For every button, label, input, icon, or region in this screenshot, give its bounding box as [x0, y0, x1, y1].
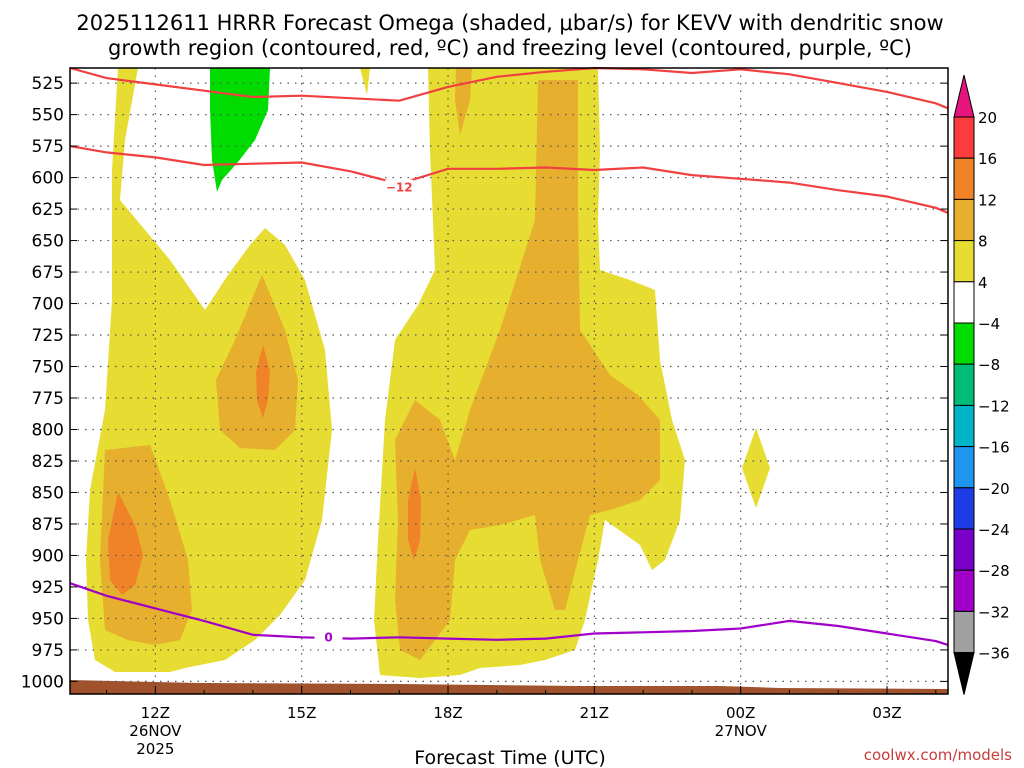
colorbar-label: 8 [978, 233, 988, 251]
colorbar-bottom-arrow [953, 652, 975, 695]
colorbar-label: −20 [978, 480, 1010, 498]
y-tick-label: 550 [32, 106, 64, 126]
x-tick-label: 00Z [726, 704, 755, 722]
colorbar-label: −16 [978, 439, 1010, 457]
y-tick-label: 825 [32, 452, 64, 472]
colorbar-top-arrow [953, 74, 975, 118]
x-tick-label: 03Z [872, 704, 901, 722]
colorbar-band [953, 446, 975, 489]
y-tick-label: 725 [32, 326, 64, 346]
credit-text: coolwx.com/models [864, 746, 1012, 764]
x-tick-label: 15Z [287, 704, 316, 722]
colorbar-label: −24 [978, 521, 1010, 539]
y-tick-label: 675 [32, 263, 64, 283]
x-tick-label: 12Z [141, 704, 170, 722]
colorbar-label: −8 [978, 356, 1000, 374]
colorbar: 20 16 12 8 4 −4 −8 −12 −16 −20 −24 −28 −32 −36 [953, 74, 1010, 695]
x-tick-year: 2025 [136, 740, 174, 758]
colorbar-band [953, 610, 975, 654]
y-tick-label: 900 [32, 546, 64, 566]
colorbar-band [953, 322, 975, 365]
omega-band-8-12 [100, 445, 192, 645]
colorbar-label: −4 [978, 315, 1000, 333]
colorbar-label: 12 [978, 191, 997, 209]
y-tick-label: 600 [32, 169, 64, 189]
colorbar-label: −12 [978, 397, 1010, 415]
colorbar-band [953, 240, 975, 283]
omega-band-12-16 [256, 345, 270, 418]
y-tick-label: 975 [32, 641, 64, 661]
plot-area: −12 0 525 550 575 600 625 650 675 700 725 750 775 80… [21, 66, 949, 758]
colorbar-label: −32 [978, 603, 1010, 621]
y-tick-label: 875 [32, 515, 64, 535]
y-tick-label: 925 [32, 578, 64, 598]
y-tick-label: 950 [32, 609, 64, 629]
y-tick-label: 650 [32, 232, 64, 252]
contour-label-bg [385, 179, 414, 196]
chart-title-line2: growth region (contoured, red, ºC) and f… [108, 36, 912, 60]
x-axis-label: Forecast Time (UTC) [414, 747, 605, 768]
contour-label: 0 [324, 630, 332, 644]
chart-title-line1: 2025112611 HRRR Forecast Omega (shaded, … [76, 11, 943, 35]
omega-band-8-12 [395, 80, 660, 660]
contour-label: −12 [386, 181, 413, 195]
colorbar-label: 20 [978, 109, 997, 127]
colorbar-label: −28 [978, 562, 1010, 580]
y-axis-ticks: 525 550 575 600 625 650 675 700 725 750 775 800 825 8… [21, 74, 948, 692]
y-tick-label: 800 [32, 420, 64, 440]
colorbar-band [953, 404, 975, 448]
colorbar-band [953, 198, 975, 242]
ground-surface [70, 680, 948, 694]
x-tick-date: 26NOV [129, 722, 182, 740]
x-tick-date: 27NOV [715, 722, 768, 740]
contour-freezing-level [69, 582, 949, 646]
y-tick-label: 625 [32, 200, 64, 220]
x-tick-label: 18Z [433, 704, 462, 722]
contour-lines: −12 0 [69, 66, 949, 646]
y-tick-label: 775 [32, 389, 64, 409]
omega-band-12-16 [108, 492, 143, 595]
y-tick-label: 575 [32, 137, 64, 157]
colorbar-band [953, 528, 975, 571]
omega-band-neg4-neg8 [210, 68, 270, 192]
colorbar-label: −36 [978, 645, 1010, 663]
y-tick-label: 750 [32, 358, 64, 378]
colorbar-band [953, 281, 975, 324]
omega-band-8-12 [216, 275, 298, 450]
y-tick-label: 700 [32, 295, 64, 315]
colorbar-band [953, 569, 975, 612]
omega-shading [86, 68, 770, 678]
y-tick-label: 525 [32, 74, 64, 94]
omega-band-4-8 [360, 68, 370, 95]
colorbar-band [953, 363, 975, 406]
colorbar-label: 4 [978, 274, 988, 292]
plot-frame [69, 67, 949, 695]
contour-dgz-bottom [69, 145, 949, 214]
y-tick-label: 1000 [21, 672, 64, 692]
colorbar-label: 16 [978, 150, 997, 168]
x-tick-label: 21Z [580, 704, 609, 722]
omega-band-4-8 [742, 428, 770, 508]
contour-label-bg [314, 629, 343, 646]
y-tick-label: 850 [32, 483, 64, 503]
colorbar-band [953, 487, 975, 530]
colorbar-band [953, 157, 975, 200]
contour-dgz-top [69, 66, 949, 110]
omega-band-12-16 [408, 468, 421, 560]
colorbar-band [953, 116, 975, 159]
